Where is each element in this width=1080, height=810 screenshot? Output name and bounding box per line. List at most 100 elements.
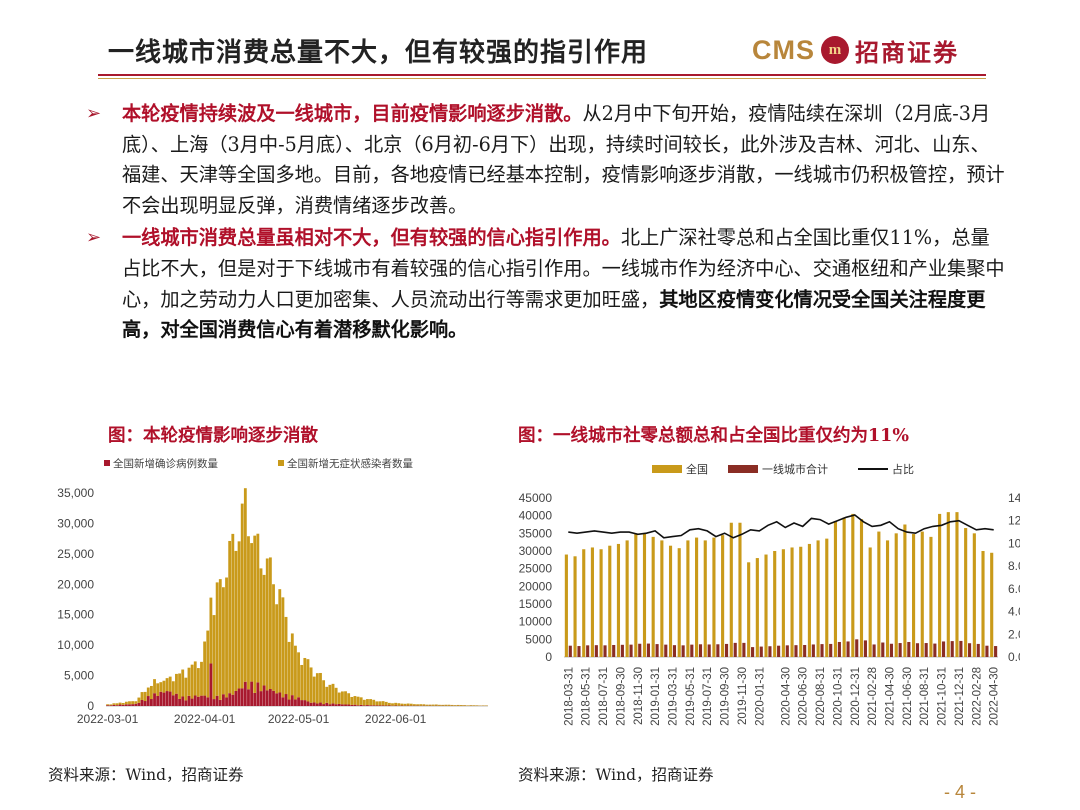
x-tick-label: 2021-04-30 (885, 667, 897, 726)
chart-line (568, 514, 994, 539)
bar-asymptomatic (240, 503, 244, 689)
page-number: - 4 - (944, 782, 977, 802)
bar-confirmed (290, 695, 294, 706)
bar-national (582, 549, 586, 657)
bar-asymptomatic (222, 587, 225, 695)
bar-national (781, 549, 785, 657)
bar-national (721, 535, 725, 657)
bar-asymptomatic (243, 488, 247, 682)
bar-confirmed (350, 704, 354, 706)
bar-asymptomatic (237, 541, 241, 689)
bar-confirmed (171, 695, 175, 706)
bar-asymptomatic (428, 704, 432, 706)
legend-label-share: 占比 (892, 462, 914, 476)
bar-confirmed (284, 694, 288, 706)
bar-asymptomatic (413, 704, 416, 706)
legend-label-asymptomatic: 全国新增无症状感染者数量 (287, 457, 413, 470)
bar-confirmed (143, 701, 147, 706)
bar-confirmed (303, 700, 307, 706)
bar-asymptomatic (441, 704, 445, 706)
bar-national (747, 562, 751, 657)
x-tick-label: 2021-08-31 (919, 667, 931, 726)
bar-tier1 (681, 645, 685, 657)
logo-mark-icon: m (821, 36, 849, 64)
bar-asymptomatic (366, 699, 369, 706)
bar-asymptomatic (268, 557, 272, 689)
bar-national (859, 519, 864, 657)
bar-asymptomatic (165, 678, 169, 692)
bar-tier1 (803, 644, 807, 657)
bullet-item-2: ➢ 一线城市消费总量虽相对不大，但有较强的信心指引作用。北上广深社零总和占全国比… (86, 223, 1006, 345)
bar-confirmed (256, 682, 260, 706)
bar-tier1 (855, 639, 859, 657)
bar-tier1 (733, 642, 737, 657)
bar-tier1 (777, 645, 781, 657)
bar-tier1 (811, 644, 815, 657)
bar-tier1 (568, 645, 572, 657)
bar-asymptomatic (196, 668, 200, 697)
bar-tier1 (968, 643, 972, 657)
legend-swatch-asymptomatic (278, 460, 284, 466)
bar-confirmed (206, 697, 210, 706)
bar-confirmed (243, 681, 247, 706)
bar-tier1 (586, 645, 590, 657)
bar-confirmed (178, 698, 181, 706)
bar-national (920, 531, 924, 657)
bar-asymptomatic (253, 535, 257, 693)
bar-national (885, 540, 890, 657)
chart-legend: 全国新增确诊病例数量 全国新增无症状感染者数量 (104, 457, 413, 470)
bar-confirmed (272, 690, 275, 706)
bar-asymptomatic (218, 579, 222, 700)
y2-tick-label: 10.0% (1008, 536, 1020, 550)
bar-tier1 (612, 644, 616, 657)
bar-tier1 (976, 643, 980, 657)
bar-confirmed (312, 702, 316, 706)
bar-asymptomatic (362, 699, 366, 706)
bar-asymptomatic (175, 673, 178, 694)
bar-confirmed (149, 699, 153, 706)
bar-asymptomatic (322, 680, 326, 705)
bar-confirmed (268, 688, 272, 706)
bar-asymptomatic (416, 704, 419, 706)
y-tick-label: 10000 (519, 615, 553, 629)
bar-national (738, 522, 742, 657)
brand-logo: CMS m 招商证券 (752, 32, 959, 68)
bar-confirmed (153, 693, 156, 706)
bar-asymptomatic (422, 704, 426, 706)
bar-confirmed (375, 705, 379, 706)
bar-national (825, 538, 829, 657)
bar-tier1 (941, 641, 946, 657)
bar-national (938, 513, 942, 657)
bar-confirmed (165, 691, 169, 706)
bar-asymptomatic (353, 696, 357, 705)
bar-national (668, 545, 673, 657)
chart-axes: 0 5000 10000 15000 20000 25000 30000 35000 40000… (519, 491, 1020, 726)
y-tick-label: 15,000 (57, 608, 94, 622)
bar-asymptomatic (278, 589, 282, 693)
bar-confirmed (215, 695, 219, 706)
bar-asymptomatic (466, 705, 470, 706)
bar-tier1 (724, 643, 729, 657)
bar-asymptomatic (394, 702, 398, 706)
bar-national (990, 552, 994, 657)
x-tick-label: 2020-10-31 (832, 667, 844, 726)
y-tick-label: 5,000 (64, 669, 94, 683)
x-tick-label: 2018-03-31 (563, 667, 575, 726)
bar-confirmed (294, 699, 297, 706)
bar-asymptomatic (444, 704, 448, 706)
x-tick-label: 2020-01-31 (754, 667, 766, 726)
bar-national (677, 548, 681, 657)
bar-asymptomatic (187, 667, 191, 696)
bar-confirmed (250, 681, 254, 706)
bar-asymptomatic (215, 582, 219, 696)
bar-tier1 (950, 641, 954, 657)
y-tick-label: 45000 (519, 491, 553, 505)
bar-confirmed (378, 705, 382, 706)
bar-asymptomatic (419, 704, 423, 706)
bullet-list: ➢ 本轮疫情持续波及一线城市，目前疫情影响逐步消散。从2月中下旬开始，疫情陆续在… (86, 99, 1006, 346)
y-tick-label: 25,000 (57, 547, 94, 561)
bar-national (712, 537, 716, 657)
bar-tier1 (664, 644, 668, 657)
bar-asymptomatic (250, 543, 254, 682)
bar-asymptomatic (200, 661, 203, 696)
